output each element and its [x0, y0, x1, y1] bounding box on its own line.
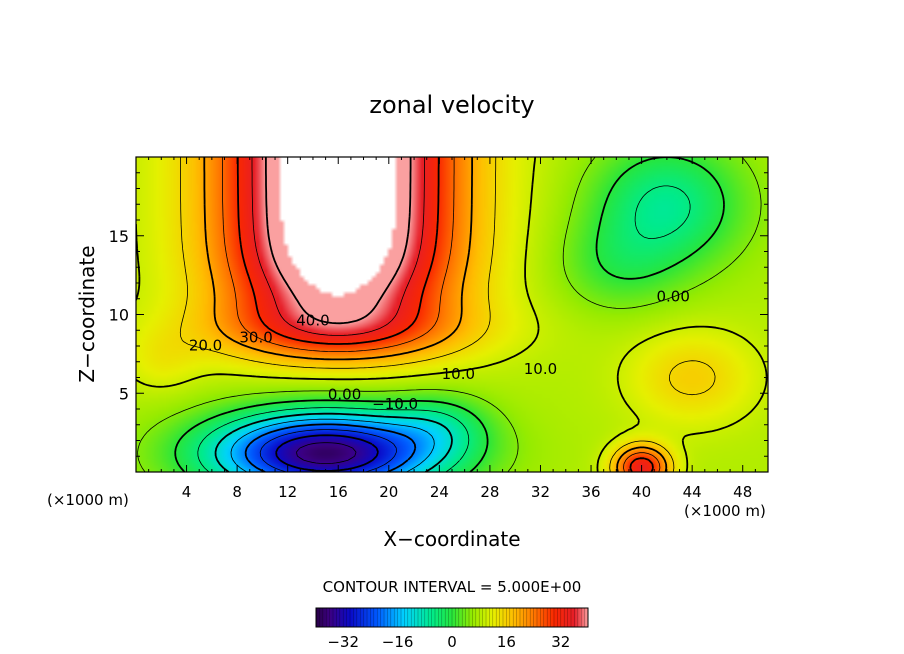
contour-line-35	[251, 157, 425, 336]
contour-lines	[136, 157, 768, 472]
contour-label: 20.0	[189, 337, 222, 355]
contour-line--5	[197, 185, 691, 472]
contour-line--20	[244, 423, 417, 472]
contour-line--15	[230, 418, 435, 472]
x-tick-label: 48	[733, 483, 752, 501]
x-tick-label: 8	[232, 483, 242, 501]
contour-label: 10.0	[524, 360, 557, 378]
colorbar-ticks: −32 −16 0 16 32	[327, 633, 570, 651]
contour-line-15	[179, 157, 716, 472]
y-tick-label: 5	[119, 384, 129, 403]
x-tick-label: 24	[430, 483, 449, 501]
contour-line--25	[259, 429, 397, 472]
contour-label: 30.0	[239, 329, 272, 347]
contour-line-25	[222, 157, 661, 472]
contour-labels: 40.0 30.0 20.0 10.0 10.0 0.00 −10.0 0.00	[189, 288, 690, 413]
contour-line-10	[136, 157, 768, 472]
colorbar-tick-label: −16	[382, 633, 414, 651]
contour-line-20	[203, 157, 668, 472]
y-tick-label: 15	[109, 227, 129, 246]
contour-label: 0.00	[656, 288, 689, 306]
contour-line--10	[214, 412, 453, 472]
x-tick-label: 28	[480, 483, 499, 501]
contour-label: 0.00	[328, 385, 361, 403]
y-axis: 5 10 15	[109, 172, 768, 457]
colorbar-frame	[315, 607, 589, 628]
colorbar-tick-label: −32	[327, 633, 359, 651]
contour-label: 40.0	[296, 311, 329, 329]
y-axis-label: Z−coordinate	[75, 245, 99, 382]
x-unit-left: (×1000 m)	[47, 491, 129, 509]
colorbar-tick-label: 16	[497, 633, 516, 651]
x-tick-label: 4	[182, 483, 192, 501]
x-axis-label: X−coordinate	[383, 527, 520, 551]
x-tick-label: 40	[632, 483, 651, 501]
contour-line-40	[265, 157, 412, 325]
contour-label: −10.0	[372, 395, 418, 413]
chart-title: zonal velocity	[369, 91, 534, 119]
colorbar-segments	[319, 608, 585, 627]
x-tick-label: 32	[531, 483, 550, 501]
contour-interval: CONTOUR INTERVAL = 5.000E+00	[323, 578, 582, 596]
x-tick-label: 12	[278, 483, 297, 501]
contour-line--35	[296, 442, 357, 464]
contour-line-0	[174, 157, 725, 472]
colorbar-tick-label: 32	[551, 633, 570, 651]
x-unit-right: (×1000 m)	[684, 502, 766, 520]
contour-line-30	[236, 157, 654, 472]
x-tick-label: 16	[329, 483, 348, 501]
x-tick-label: 36	[581, 483, 600, 501]
plot-area: 40.0 30.0 20.0 10.0 10.0 0.00 −10.0 0.00	[136, 157, 768, 472]
contour-line-5	[137, 157, 762, 472]
colorbar-gradient	[316, 608, 588, 627]
colorbar-tick-label: 0	[447, 633, 457, 651]
x-axis: 4 8 12 16 20 24 28 32 36 40 44 48	[148, 157, 756, 501]
velocity-field	[136, 157, 768, 472]
colorbar: −32 −16 0 16 32	[315, 607, 589, 651]
y-tick-label: 10	[109, 306, 129, 325]
x-tick-label: 20	[379, 483, 398, 501]
contour-label: 10.0	[442, 365, 475, 383]
x-tick-label: 44	[683, 483, 702, 501]
